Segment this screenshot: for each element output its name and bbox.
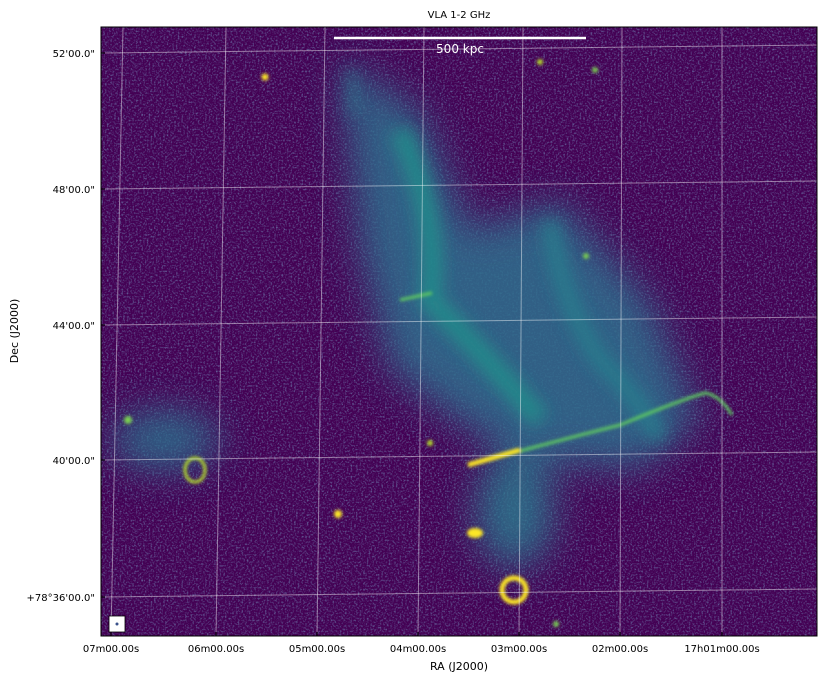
y-tick-label: 48'00.0" xyxy=(53,185,95,196)
grid-line xyxy=(619,27,623,636)
coordinate-grid xyxy=(101,27,817,636)
grid-line xyxy=(101,180,817,190)
scale-bar-label: 500 kpc xyxy=(436,42,484,56)
grid-line xyxy=(101,588,817,598)
x-tick-label: 17h01m00.00s xyxy=(684,644,759,655)
grid-line xyxy=(417,27,425,636)
plot-frame xyxy=(100,26,818,637)
x-tick-label: 07m00.00s xyxy=(83,644,139,655)
grid-line xyxy=(316,27,326,636)
x-tick-label: 03m00.00s xyxy=(491,644,547,655)
grid-line xyxy=(101,316,817,326)
x-tick-label: 04m00.00s xyxy=(390,644,446,655)
grid-line xyxy=(101,451,817,461)
y-axis-label: Dec (J2000) xyxy=(8,299,21,364)
y-tick-label: +78°36'00.0" xyxy=(27,593,95,604)
grid-line xyxy=(215,27,227,636)
tick-labels: 07m00.00s 06m00.00s 05m00.00s 04m00.00s 03m0… xyxy=(27,49,760,655)
x-tick-label: 02m00.00s xyxy=(592,644,648,655)
x-tick-label: 05m00.00s xyxy=(289,644,345,655)
y-tick-label: 44'00.0" xyxy=(53,321,95,332)
grid-line xyxy=(101,44,817,54)
y-tick-label: 52'00.0" xyxy=(53,49,95,60)
x-tick-label: 06m00.00s xyxy=(188,644,244,655)
y-tick-label: 40'00.0" xyxy=(53,456,95,467)
x-axis-label: RA (J2000) xyxy=(430,660,488,673)
title: VLA 1-2 GHz xyxy=(428,10,491,21)
radio-image xyxy=(101,27,817,636)
grid-line xyxy=(518,27,524,636)
beam xyxy=(115,622,119,626)
grid-line xyxy=(110,27,124,636)
